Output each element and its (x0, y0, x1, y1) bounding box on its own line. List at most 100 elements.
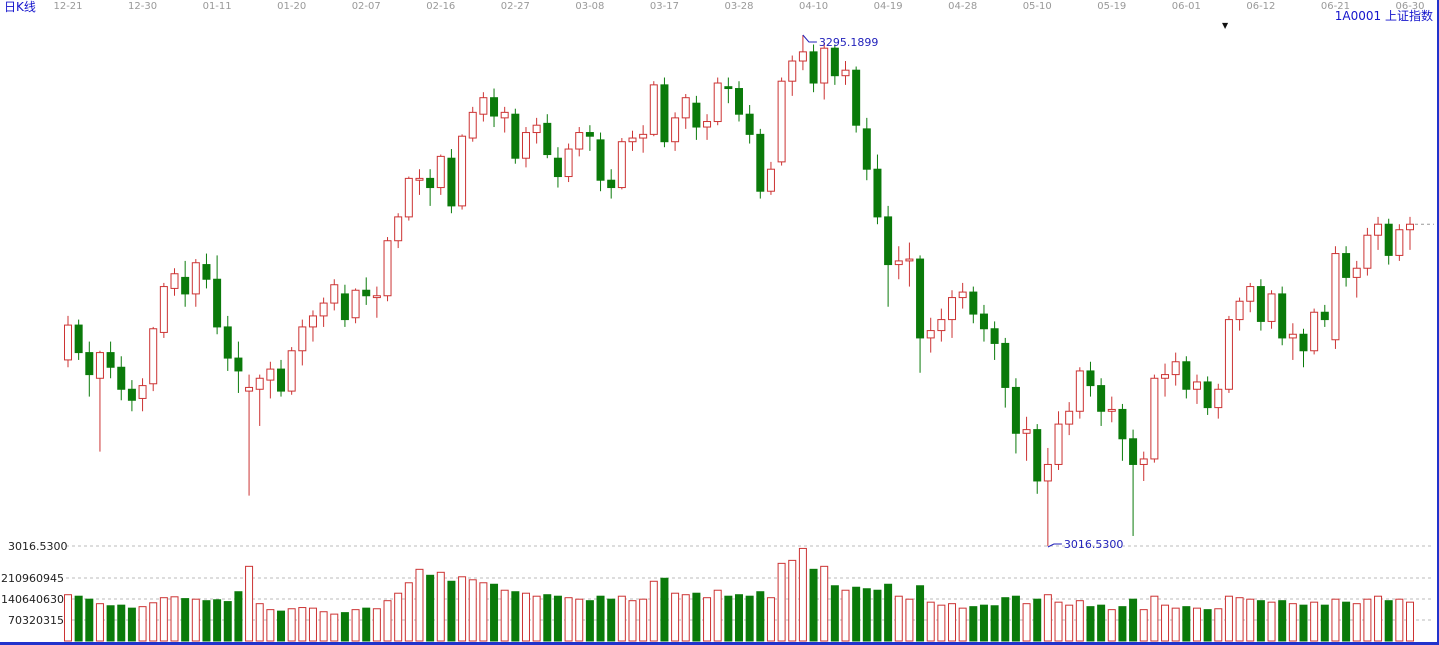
volume-bar (394, 592, 403, 642)
candle-body (1001, 342, 1010, 388)
symbol-title[interactable]: 1A0001 上证指数 (1334, 9, 1433, 23)
volume-bar (458, 576, 467, 642)
volume-bar (639, 598, 648, 642)
candle-body (340, 293, 349, 321)
candle-body (117, 366, 126, 390)
candle-body (436, 155, 445, 189)
x-axis-label: 04-19 (874, 1, 903, 12)
volume-bar (1203, 609, 1212, 642)
candle-body (1054, 423, 1063, 465)
volume-bar (1288, 603, 1297, 642)
volume-bar (415, 568, 424, 642)
volume-bar (948, 603, 957, 642)
volume-bar (1097, 604, 1106, 642)
candle-body (298, 326, 307, 352)
candle-body (1267, 293, 1276, 322)
candle-body (85, 352, 94, 376)
volume-bar (404, 582, 413, 642)
candle-body (1097, 385, 1106, 412)
candle-body (1342, 253, 1351, 278)
volume-bar (1395, 598, 1404, 642)
volume-bar (671, 592, 680, 642)
candle-body (149, 328, 158, 385)
volume-bar (1182, 606, 1191, 642)
candle-body (681, 97, 690, 119)
volume-bar (479, 582, 488, 642)
volume-bar (543, 594, 552, 642)
volume-bar (213, 599, 222, 642)
scale-label: 3016.5300 (8, 540, 68, 553)
volume-bar (1043, 594, 1052, 642)
candle-body (713, 82, 722, 123)
candle-body (511, 113, 520, 159)
volume-bar (585, 600, 594, 642)
candle-body (1299, 333, 1308, 352)
candle-body (937, 319, 946, 332)
volume-bar (287, 608, 296, 642)
candle-body (1352, 267, 1361, 278)
volume-bar (1192, 607, 1201, 642)
candle-body (1043, 463, 1052, 482)
candle-body (245, 386, 254, 392)
x-axis-label: 04-10 (799, 1, 828, 12)
volume-bar (127, 607, 136, 642)
volume-bar (319, 611, 328, 642)
volume-bar (1374, 595, 1383, 642)
candle-body (873, 168, 882, 218)
candle-body (1033, 429, 1042, 482)
volume-bar (266, 609, 275, 642)
candle-body (415, 177, 424, 181)
volume-bar (298, 607, 307, 642)
candle-body (308, 315, 317, 328)
candle-body (969, 291, 978, 315)
volume-bar (277, 610, 286, 642)
volume-bar (617, 595, 626, 642)
volume-bar (766, 597, 775, 642)
candle-body (894, 260, 903, 266)
volume-bar (159, 597, 168, 642)
volume-bar (170, 596, 179, 642)
x-axis-label: 02-07 (352, 1, 381, 12)
volume-bar (202, 600, 211, 642)
x-axis-label: 01-11 (203, 1, 232, 12)
candle-body (479, 97, 488, 115)
volume-bar (1224, 595, 1233, 642)
low-price-annotation: 3016.5300 (1064, 538, 1124, 551)
candle-body (213, 278, 222, 328)
volume-bar (64, 594, 72, 642)
candle-body (820, 47, 829, 84)
volume-bar (575, 598, 584, 642)
volume-bar (1118, 606, 1127, 642)
chart-period-label[interactable]: 日K线 (4, 0, 36, 14)
candle-body (1118, 408, 1127, 440)
volume-bar (745, 595, 754, 642)
volume-bar (1320, 604, 1329, 642)
volume-bar (873, 589, 882, 642)
volume-bar (1033, 598, 1042, 642)
volume-bar (255, 603, 264, 642)
volume-bar (1065, 604, 1074, 642)
x-axis-label: 03-08 (575, 1, 604, 12)
low-pointer-line (1047, 543, 1062, 548)
volume-bar (841, 589, 850, 642)
x-axis-label: 06-12 (1246, 1, 1275, 12)
candle-body (447, 157, 456, 207)
candle-body (426, 177, 435, 189)
x-axis-label: 06-21 (1321, 1, 1350, 12)
candle-body (458, 135, 467, 207)
candle-body (351, 289, 360, 319)
candle-body (916, 258, 925, 339)
dropdown-arrow-icon[interactable]: ▼ (1222, 21, 1229, 30)
candle-body (266, 368, 275, 381)
candle-body (1384, 223, 1393, 256)
candle-body (585, 132, 594, 137)
candle-body (1011, 386, 1020, 434)
volume-bar (245, 565, 254, 642)
volume-bar (958, 607, 967, 642)
volume-bar (500, 589, 509, 642)
candle-body (1203, 381, 1212, 409)
volume-bar (1310, 601, 1319, 642)
candle-body (1331, 253, 1340, 341)
